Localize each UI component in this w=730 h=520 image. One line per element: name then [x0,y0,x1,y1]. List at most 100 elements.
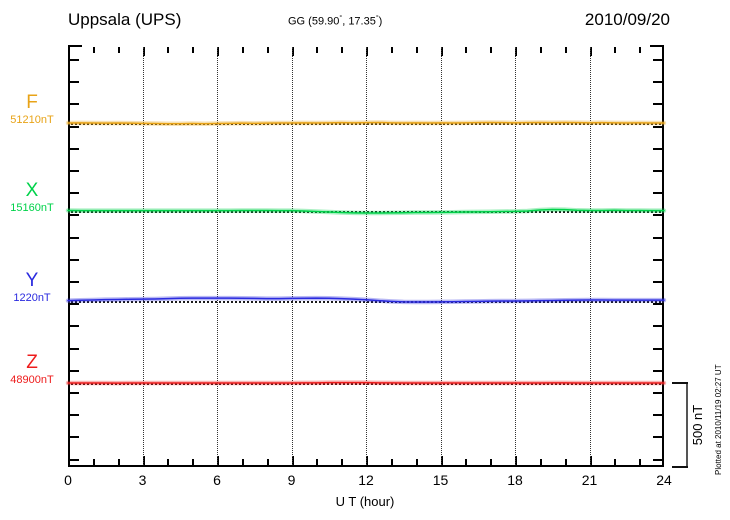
y-axis-tick [70,147,79,150]
component-baseline-value-F: 51210nT [10,114,54,126]
y-axis-right-tick [653,103,662,106]
x-axis-minor-tick [266,459,269,465]
y-axis-right-tick [653,436,662,439]
x-axis-top-minor-tick [465,47,468,53]
trace-Z [67,381,665,384]
y-axis-right-tick [653,81,662,84]
frame-top-right-stub [650,45,664,47]
baseline-X [68,211,664,213]
x-axis-top-minor-tick [490,47,493,53]
x-axis-top-minor-tick [415,47,418,53]
scale-bar-cap-top [672,382,688,384]
degree-sign-lat: ° [339,15,343,22]
component-label-F: F 51210nT [0,93,64,127]
x-axis-minor-tick [117,459,120,465]
y-axis-tick [70,125,79,128]
x-tick-label-18: 18 [507,472,523,488]
observation-date: 2010/09/20 [584,10,670,29]
gridline-hour-18 [515,47,516,465]
y-axis-right-tick [653,458,662,461]
scale-bar-line [686,382,688,468]
x-axis-top-minor-tick [341,47,344,53]
gridline-hour-9 [291,47,293,465]
y-axis-tick [70,81,79,84]
geographic-coordinates: GG (59.90°, 17.35°) [288,15,382,28]
y-axis-right-tick [653,192,662,195]
x-axis-top-minor-tick [241,47,244,53]
gridline-hour-21 [589,47,591,465]
plot-area [65,45,667,467]
trace-X [67,208,665,214]
frame-top-left-stub [68,45,82,47]
y-axis-right-tick [653,147,662,150]
x-axis-top-major-tick [662,47,664,56]
y-axis-tick [70,103,79,106]
y-axis-right-tick [653,369,662,372]
y-axis-right-tick [653,59,662,61]
gridline-hour-15 [440,47,442,465]
y-axis-right-tick [653,303,662,306]
x-axis-major-tick [291,456,294,465]
x-axis-top-minor-tick [539,47,542,53]
x-axis-top-major-tick [515,47,517,56]
x-axis-top-minor-tick [266,47,269,53]
coord-suffix: ) [378,15,383,28]
x-axis-major-tick [217,456,219,465]
y-axis-tick [70,214,79,217]
x-axis-top-minor-tick [167,47,170,53]
trace-F [67,121,665,125]
coord-longitude: 17.35 [348,15,376,28]
y-axis-tick [70,436,79,439]
x-axis-major-tick [589,456,592,465]
y-axis-tick [70,170,79,172]
x-axis-top-major-tick [291,47,294,56]
y-axis-right-tick [653,214,662,217]
x-axis-top-minor-tick [192,47,195,53]
y-axis-tick [70,369,79,372]
y-axis-right-line [662,45,664,467]
component-letter-F: F [26,92,38,113]
y-axis-tick [70,325,79,328]
y-axis-tick [70,236,79,239]
y-axis-tick [70,303,79,306]
x-axis-minor-tick [465,459,468,465]
x-tick-label-0: 0 [64,472,72,488]
x-tick-label-6: 6 [213,472,221,488]
y-axis-right-tick [653,125,662,128]
x-axis-top-major-tick [142,47,145,56]
component-letter-Z: Z [26,352,38,373]
x-axis-minor-tick [490,459,493,465]
y-axis-tick [70,458,79,461]
x-axis-top-major-tick [440,47,443,56]
x-axis-top-major-tick [589,47,592,56]
x-axis-minor-tick [614,459,617,465]
y-axis-tick [70,59,79,61]
component-baseline-value-Y: 1220nT [13,292,51,304]
x-axis-top-major-tick [366,47,368,56]
x-axis-major-tick [515,456,517,465]
y-axis-tick [70,392,79,394]
x-axis-major-tick [440,456,443,465]
y-axis-right-tick [653,347,662,350]
y-axis-right-tick [653,236,662,239]
y-axis-tick [70,414,79,417]
degree-sign-lon: ° [375,15,379,22]
coord-prefix: GG ( [288,15,312,28]
baseline-Z [68,383,664,385]
y-axis-right-tick [653,392,662,394]
y-axis-tick [70,192,79,195]
scale-bar-label: 500 nT [690,404,705,446]
x-axis-top-minor-tick [614,47,617,53]
x-axis-title: U T (hour) [335,494,395,509]
x-tick-label-3: 3 [138,472,147,488]
y-axis-right-tick [653,170,662,172]
x-axis-top-minor-tick [92,47,95,53]
coord-latitude: 59.90 [311,15,340,28]
x-axis-top-minor-tick [117,47,120,53]
baseline-F [68,123,664,125]
y-axis-right-tick [653,258,662,261]
y-axis-right-tick [653,325,662,328]
station-title: Uppsala (UPS) [68,10,182,29]
x-axis-top-minor-tick [639,47,642,53]
